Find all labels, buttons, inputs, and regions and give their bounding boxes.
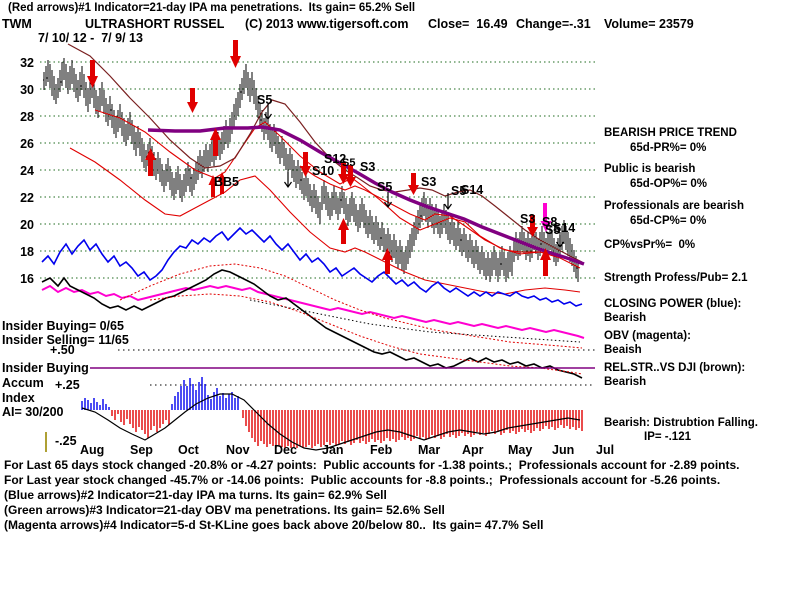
closing-power-line (41, 226, 583, 307)
y-tick-32: 32 (20, 56, 34, 70)
signal-label-s10: S10 (312, 164, 335, 178)
x-tick-sep: Sep (130, 443, 153, 457)
price-change: Change=-.31 (516, 17, 591, 31)
date-range: 7/ 10/ 12 - 7/ 9/ 13 (38, 31, 143, 45)
signal-label-s14-1: S14 (461, 183, 484, 197)
x-tick-jun: Jun (552, 443, 575, 457)
y-tick-24: 24 (20, 164, 34, 178)
legend-red-arrows: (Red arrows)#1 Indicator=21-day IPA ma p… (8, 2, 416, 14)
accum-tick-minus-25: -.25 (55, 434, 77, 448)
signal-label-s14-2: S14 (553, 221, 576, 235)
trend-pr-value: 65d-PR%= 0% (630, 142, 707, 154)
signal-label-s5-4: S5 (451, 184, 467, 198)
accumulation-summary: Bearish: Distrubtion Falling. (604, 417, 758, 429)
x-tick-jul: Jul (596, 443, 615, 457)
magenta-arrow (540, 203, 552, 232)
copyright-notice: (C) 2013 www.tigersoft.com (245, 17, 409, 31)
y-tick-18: 18 (20, 245, 34, 259)
index-label: Index (2, 391, 35, 405)
x-tick-oct: Oct (178, 443, 199, 457)
dotted-black-ma (249, 299, 581, 343)
insider-buying-label: Insider Buying (2, 361, 89, 375)
volume-value: Volume= 23579 (604, 17, 694, 31)
x-tick-apr: Apr (462, 443, 484, 457)
dotted-red-ma (119, 263, 583, 375)
accum-tick-plus-50: +.50 (50, 343, 75, 357)
y-tick-20: 20 (20, 218, 34, 232)
x-tick-feb: Feb (370, 443, 393, 457)
obv-line (41, 284, 585, 339)
rel-strength-status: Bearish (604, 376, 647, 388)
note-last-year: For Last year stock changed -45.7% or -1… (4, 473, 721, 487)
y-tick-30: 30 (20, 83, 34, 97)
ipa-band-upper (94, 109, 581, 269)
signal-label-s5-3: S5 (377, 180, 393, 194)
ipa-midline (299, 165, 579, 263)
ip-value: IP= -.121 (644, 431, 691, 443)
signal-label-s3-3: S3 (520, 212, 536, 226)
professionals-cp-value: 65d-CP%= 0% (630, 215, 707, 227)
y-tick-26: 26 (20, 137, 34, 151)
closing-power-title: CLOSING POWER (blue): (604, 298, 742, 310)
close-price: Close= 16.49 (428, 17, 508, 31)
ticker-symbol: TWM (2, 17, 32, 31)
ai-value: AI= 30/200 (2, 405, 64, 419)
signal-label-s3-2: S3 (421, 175, 437, 189)
company-name: ULTRASHORT RUSSEL (85, 17, 225, 31)
signal-label-bb5: BB5 (214, 175, 240, 189)
ipa-band-lower (69, 147, 581, 295)
rel-strength-title: REL.STR..VS DJI (brown): (604, 362, 746, 374)
public-op-value: 65d-OP%= 0% (630, 178, 708, 190)
note-last-65-days: For Last 65 days stock changed -20.8% or… (4, 458, 740, 472)
black-signal-arrows (264, 104, 564, 249)
red-buy-arrows (145, 128, 551, 276)
y-tick-22: 22 (20, 191, 34, 205)
note-blue-arrows: (Blue arrows)#2 Indicator=21-day IPA ma … (4, 488, 387, 502)
insider-buying-count: Insider Buying= 0/65 (2, 319, 124, 333)
public-sentiment: Public is bearish (604, 163, 696, 175)
signal-label-s3-1: S3 (360, 160, 376, 174)
x-tick-aug: Aug (80, 443, 105, 457)
x-tick-nov: Nov (226, 443, 250, 457)
accum-label: Accum (2, 376, 44, 390)
professionals-sentiment: Professionals are bearish (604, 200, 744, 212)
insider-selling-count: Insider Selling= 11/65 (2, 333, 129, 347)
signal-label-s12: S12 (324, 152, 347, 166)
x-tick-jan: Jan (322, 443, 344, 457)
accum-histogram (81, 377, 583, 451)
bearish-price-trend-title: BEARISH PRICE TREND (604, 127, 737, 139)
signal-label-s8: S8 (542, 215, 558, 229)
x-tick-dec: Dec (274, 443, 297, 457)
x-tick-mar: Mar (418, 443, 441, 457)
secondary-black-line (41, 269, 583, 379)
signal-label-s5-5: S5 (545, 223, 561, 237)
ma-65-line (147, 125, 585, 266)
obv-status: Beaish (604, 344, 642, 356)
signal-label-s5-1: S5 (257, 93, 273, 107)
x-tick-may: May (508, 443, 533, 457)
strength-ratio: Strength Profess/Pub= 2.1 (604, 272, 748, 284)
signal-label-s5-2: S5 (342, 157, 356, 169)
note-magenta-arrows: (Magenta arrows)#4 Indicator=5-d St-KLin… (4, 518, 544, 532)
cp-vs-pr-value: CP%vsPr%= 0% (604, 239, 696, 251)
accum-tick-plus-25: +.25 (55, 378, 80, 392)
closing-power-status: Bearish (604, 312, 647, 324)
note-green-arrows: (Green arrows)#3 Indicator=21-day OBV ma… (4, 503, 445, 517)
y-tick-16: 16 (20, 272, 34, 286)
red-sell-arrows (87, 40, 538, 237)
y-tick-28: 28 (20, 110, 34, 124)
obv-title: OBV (magenta): (604, 330, 691, 342)
